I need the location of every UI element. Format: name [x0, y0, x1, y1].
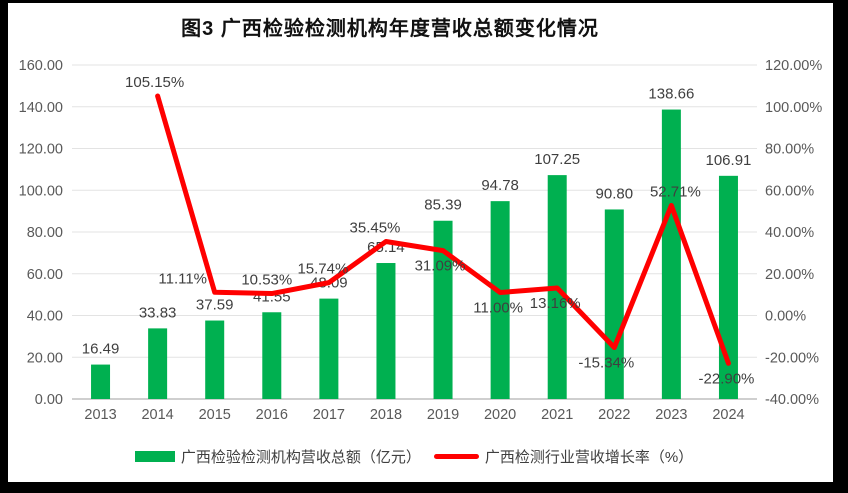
bar-value-label: 37.59	[196, 297, 234, 314]
revenue-bar	[604, 209, 624, 399]
bar-value-label: 16.49	[82, 341, 120, 358]
y-left-tick-label: 60.00	[27, 267, 63, 283]
legend-label-growth: 广西检测行业营收增长率（%）	[484, 448, 694, 466]
x-tick-label: 2015	[199, 407, 231, 423]
y-right-tick-label: 20.00%	[765, 267, 814, 283]
x-tick-label: 2020	[484, 407, 516, 423]
legend: 广西检验检测机构营收总额（亿元） 广西检测行业营收增长率（%）	[8, 446, 820, 466]
x-tick-label: 2019	[427, 407, 459, 423]
x-tick-label: 2023	[655, 407, 687, 423]
y-left-tick-label: 80.00	[27, 225, 63, 241]
chart-title: 图3 广西检验检测机构年度营收总额变化情况	[181, 18, 599, 40]
chart-canvas	[8, 3, 833, 482]
growth-value-label: -15.34%	[578, 355, 634, 372]
bar-value-label: 33.83	[139, 304, 177, 321]
growth-value-label: 10.53%	[241, 272, 292, 289]
bar-value-label: 94.78	[481, 177, 519, 194]
x-tick-label: 2014	[141, 407, 173, 423]
y-right-tick-label: -40.00%	[765, 392, 819, 408]
growth-value-label: 13.16%	[530, 295, 581, 312]
y-right-tick-label: 100.00%	[765, 100, 822, 116]
y-left-tick-label: 0.00	[35, 392, 63, 408]
y-left-tick-label: 160.00	[19, 58, 63, 74]
growth-value-label: 15.74%	[297, 261, 348, 278]
x-tick-label: 2013	[84, 407, 116, 423]
y-left-tick-label: 100.00	[19, 183, 63, 199]
revenue-bar	[490, 201, 510, 399]
revenue-bar	[433, 220, 453, 399]
y-left-tick-label: 120.00	[19, 142, 63, 158]
y-right-tick-label: 40.00%	[765, 225, 814, 241]
legend-label-revenue: 广西检验检测机构营收总额（亿元）	[180, 448, 421, 466]
growth-value-label: 52.71%	[650, 183, 701, 200]
growth-value-label: -22.90%	[699, 370, 755, 387]
x-tick-label: 2022	[598, 407, 630, 423]
bar-value-label: 85.39	[424, 197, 462, 214]
y-right-tick-label: 0.00%	[765, 309, 806, 325]
x-tick-label: 2018	[370, 407, 402, 423]
x-tick-label: 2024	[712, 407, 744, 423]
growth-line	[155, 93, 731, 366]
y-right-tick-label: 60.00%	[765, 183, 814, 199]
x-tick-label: 2021	[541, 407, 573, 423]
y-right-tick-label: -20.00%	[765, 350, 819, 366]
y-left-tick-label: 40.00	[27, 309, 63, 325]
growth-value-label: 35.45%	[350, 219, 401, 236]
line-swatch-icon	[433, 453, 479, 459]
bar-value-label: 107.25	[534, 151, 580, 168]
bar-value-label: 90.80	[596, 185, 634, 202]
y-left-tick-label: 20.00	[27, 350, 63, 366]
x-tick-label: 2017	[313, 407, 345, 423]
revenue-bar	[205, 320, 225, 399]
revenue-bar	[262, 312, 282, 399]
bar-value-label: 138.66	[648, 86, 694, 103]
y-left-tick-label: 140.00	[19, 100, 63, 116]
growth-value-label: 105.15%	[125, 74, 184, 91]
x-tick-label: 2016	[256, 407, 288, 423]
growth-value-label: 31.09%	[415, 258, 466, 275]
revenue-bar	[661, 109, 681, 400]
y-right-tick-label: 120.00%	[765, 58, 822, 74]
legend-item-growth: 广西检测行业营收增长率（%）	[433, 446, 694, 467]
bar-swatch-icon	[134, 450, 175, 462]
y-right-tick-label: 80.00%	[765, 142, 814, 158]
legend-item-revenue: 广西检验检测机构营收总额（亿元）	[134, 446, 421, 467]
revenue-bar	[319, 298, 339, 399]
revenue-bar	[148, 328, 168, 399]
bar-value-label: 106.91	[706, 152, 752, 169]
growth-value-label: 11.11%	[158, 270, 207, 287]
revenue-bar	[376, 263, 396, 399]
growth-value-label: 11.00%	[473, 300, 523, 317]
revenue-bar	[91, 364, 111, 399]
